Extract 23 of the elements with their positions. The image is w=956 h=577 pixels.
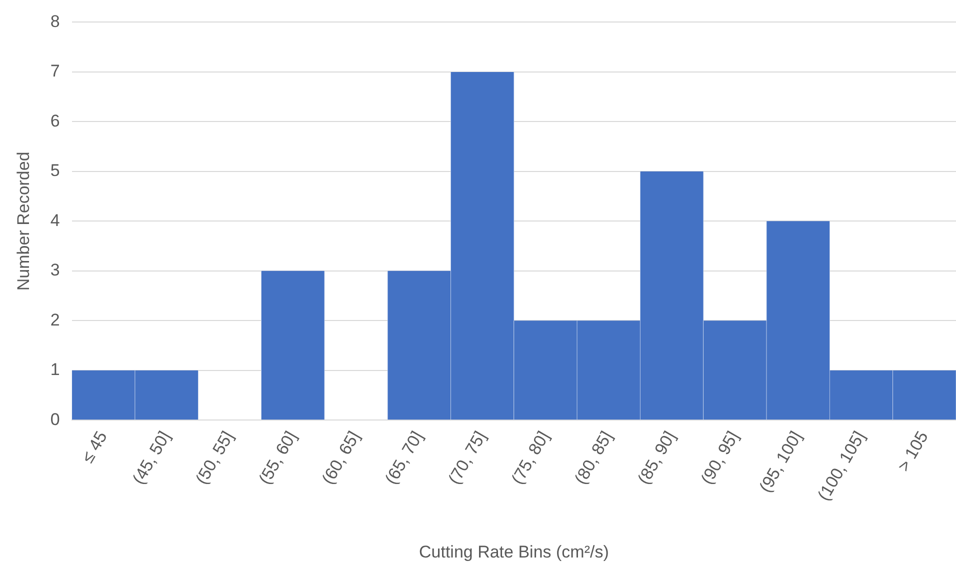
x-axis-title: Cutting Rate Bins (cm²/s) <box>418 542 609 562</box>
y-tick-label: 5 <box>50 161 60 180</box>
x-tick-label: (65, 70] <box>381 428 427 488</box>
x-tick-label: ≤ 45 <box>78 428 111 466</box>
x-tick-label: (55, 60] <box>255 428 300 488</box>
y-tick-label: 8 <box>50 12 60 31</box>
y-tick-label: 2 <box>50 310 60 330</box>
y-tick-label: 6 <box>50 111 60 130</box>
y-tick-label: 7 <box>50 62 60 81</box>
x-tick-label: (70, 75] <box>444 428 490 488</box>
y-tick-label: 1 <box>50 360 60 380</box>
x-tick-label: (75, 80] <box>508 428 554 488</box>
y-tick-label: 4 <box>50 210 60 230</box>
x-tick-label: (90, 95] <box>697 428 742 488</box>
x-tick-label: > 105 <box>894 428 932 475</box>
y-axis-title: Number Recorded <box>14 152 33 291</box>
x-tick-label: (50, 55] <box>192 428 238 488</box>
y-tick-label: 0 <box>50 410 60 429</box>
x-tick-label: (45, 50] <box>128 428 174 488</box>
x-tick-label: (80, 85] <box>570 428 616 488</box>
x-tick-label: (85, 90] <box>634 428 680 488</box>
y-tick-label: 3 <box>50 260 60 280</box>
x-tick-label: (60, 65] <box>318 428 364 488</box>
